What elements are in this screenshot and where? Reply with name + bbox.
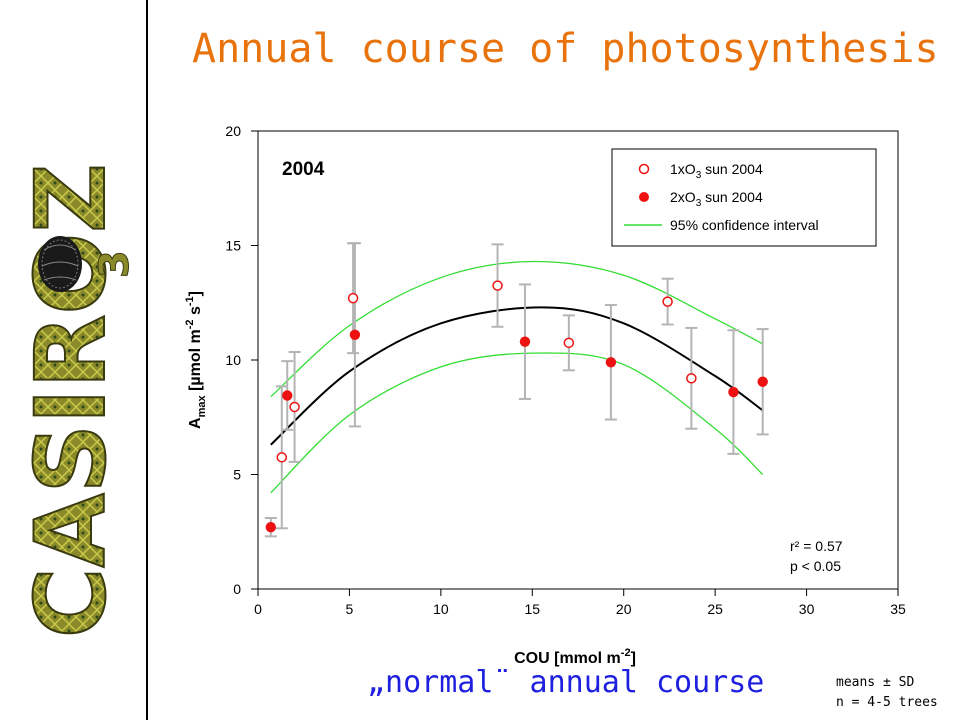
y-tick-label: 15 bbox=[225, 238, 241, 254]
caption-text: „normal¨ annual course bbox=[367, 665, 765, 700]
data-point-2x bbox=[605, 357, 617, 368]
y-tick-label: 5 bbox=[233, 467, 241, 483]
y-axis-title: Amax [µmol m-2 s-1] bbox=[184, 291, 208, 429]
data-point-1x bbox=[686, 373, 697, 384]
data-point-2x bbox=[757, 376, 768, 387]
x-tick-label: 15 bbox=[524, 601, 540, 617]
x-tick-label: 20 bbox=[616, 601, 632, 617]
x-tick-label: 25 bbox=[707, 601, 723, 617]
x-tick-label: 30 bbox=[799, 601, 815, 617]
data-point-2x bbox=[728, 386, 739, 398]
regression-line bbox=[270, 306, 764, 446]
x-tick-label: 10 bbox=[433, 601, 449, 617]
data-point-2x bbox=[282, 390, 293, 401]
x-axis-title: COU [mmol m-2] bbox=[514, 647, 636, 667]
data-point-1x bbox=[563, 337, 575, 349]
y-tick-label: 0 bbox=[233, 581, 241, 597]
vertical-divider bbox=[146, 0, 148, 720]
legend-label-ci: 95% confidence interval bbox=[670, 217, 819, 233]
data-point-1x bbox=[347, 292, 359, 304]
y-tick-label: 10 bbox=[225, 352, 241, 368]
x-tick-label: 5 bbox=[346, 601, 354, 617]
casiroz-logo: CASIROZ 3 bbox=[14, 162, 139, 639]
legend: 1xO3 sun 2004 2xO3 sun 2004 95% confiden… bbox=[611, 148, 877, 247]
data-point-1x bbox=[662, 296, 673, 307]
ci-upper-line bbox=[270, 260, 763, 398]
footnote: means ± SD n = 4-5 trees bbox=[836, 673, 938, 713]
photosynthesis-chart: 0 5 10 15 20 25 30 35 0 5 10 15 20 2004 1xO3 sun 200… bbox=[184, 123, 906, 667]
data-point-1x bbox=[276, 452, 288, 463]
legend-marker-filled bbox=[639, 192, 649, 202]
ci-lower-line bbox=[270, 352, 764, 494]
logo-subscript: 3 bbox=[92, 250, 138, 278]
data-point-2x bbox=[349, 329, 361, 341]
x-tick-label: 0 bbox=[254, 601, 262, 617]
stats-p: p < 0.05 bbox=[790, 558, 841, 574]
globe-icon bbox=[38, 236, 82, 292]
logo-text: CASIROZ bbox=[15, 163, 127, 638]
footnote-line-2: n = 4-5 trees bbox=[836, 695, 938, 710]
data-point-2x bbox=[265, 521, 276, 533]
legend-box bbox=[611, 148, 877, 247]
data-point-1x bbox=[289, 401, 300, 413]
x-tick-label: 35 bbox=[890, 601, 906, 617]
stats-r2: r² = 0.57 bbox=[790, 538, 843, 554]
footnote-line-1: means ± SD bbox=[836, 675, 915, 690]
data-point-1x bbox=[492, 280, 503, 291]
y-tick-label: 20 bbox=[225, 123, 241, 139]
panel-label: 2004 bbox=[282, 159, 325, 180]
legend-label-1x: 1xO3 sun 2004 bbox=[670, 161, 763, 181]
slide-title: Annual course of photosynthesis bbox=[192, 26, 939, 72]
legend-label-2x: 2xO3 sun 2004 bbox=[670, 189, 763, 209]
legend-marker-open bbox=[638, 163, 650, 175]
data-point-2x bbox=[519, 336, 531, 347]
